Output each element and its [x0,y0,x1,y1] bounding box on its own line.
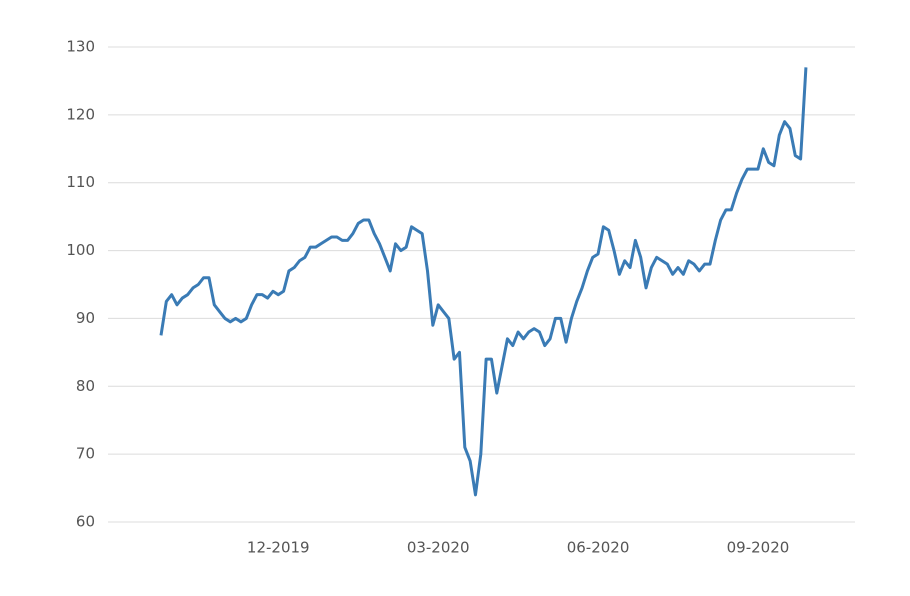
y-tick-label: 70 [76,445,95,463]
y-tick-label: 100 [66,241,95,259]
y-tick-label: 90 [76,309,95,327]
y-tick-label: 80 [76,377,95,395]
x-tick-label: 06-2020 [567,539,630,557]
x-tick-label: 09-2020 [727,539,790,557]
x-tick-label: 03-2020 [407,539,470,557]
line [159,67,808,497]
y-tick-label: 60 [76,513,95,531]
y-tick-label: 120 [66,105,95,123]
y-tick-label: 110 [66,173,95,191]
y-tick-label: 130 [66,38,95,56]
x-tick-label: 12-2019 [247,539,310,557]
